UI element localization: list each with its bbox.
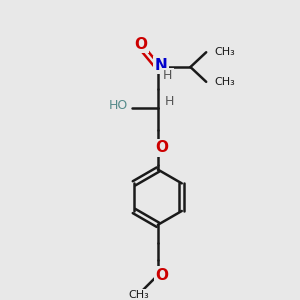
Text: CH₃: CH₃	[129, 290, 149, 300]
Text: H: H	[163, 69, 172, 82]
Text: CH₃: CH₃	[214, 47, 235, 57]
Text: O: O	[155, 140, 168, 155]
Text: HO: HO	[109, 99, 128, 112]
Text: N: N	[154, 58, 167, 73]
Text: H: H	[165, 95, 174, 108]
Text: O: O	[135, 37, 148, 52]
Text: CH₃: CH₃	[214, 77, 235, 87]
Text: O: O	[155, 268, 168, 283]
